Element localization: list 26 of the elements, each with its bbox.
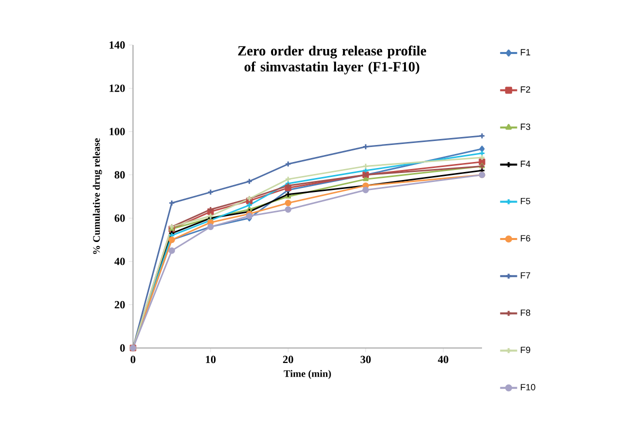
- legend-label: F8: [520, 309, 530, 316]
- y-tick-label: 120: [110, 84, 125, 92]
- x-axis-title: Time (min): [284, 370, 331, 380]
- legend-label: F4: [520, 160, 530, 167]
- y-tick-label: 20: [114, 301, 125, 308]
- text: Zero order drug release profile of simvastatin layer (F1-F10): [238, 46, 426, 74]
- y-axis-title: % Cumulative drug release: [92, 138, 102, 254]
- legend-label: F10: [520, 384, 536, 390]
- y-tick-label: 40: [114, 258, 125, 266]
- x-tick-label: 20: [283, 356, 294, 364]
- y-tick-label: 100: [110, 128, 125, 136]
- legend-label: F9: [520, 346, 530, 354]
- legend-label: F2: [520, 86, 530, 93]
- legend-label: F7: [520, 272, 530, 279]
- y-tick-label: 0: [120, 344, 125, 352]
- y-tick-label: 80: [114, 171, 125, 179]
- legend-label: F3: [520, 124, 530, 130]
- legend-label: F6: [520, 235, 530, 242]
- legend-label: F5: [520, 198, 530, 204]
- x-tick-label: 10: [206, 356, 216, 364]
- y-tick-label: 60: [114, 214, 125, 222]
- legend-label: F1: [520, 49, 530, 56]
- x-tick-label: 40: [438, 356, 448, 364]
- x-tick-label: 0: [130, 356, 136, 364]
- y-tick-label: 140: [110, 41, 125, 49]
- x-tick-label: 30: [360, 356, 371, 364]
